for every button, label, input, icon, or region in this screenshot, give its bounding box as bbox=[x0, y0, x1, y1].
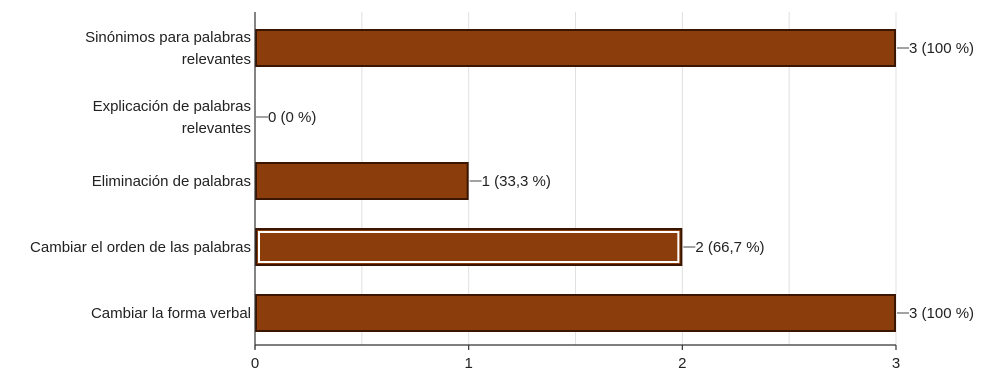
bar-fill bbox=[257, 296, 894, 330]
category-label: relevantes bbox=[182, 120, 251, 137]
bar-fill bbox=[257, 31, 894, 65]
category-label: Cambiar el orden de las palabras bbox=[30, 239, 251, 256]
x-tick-label: 1 bbox=[464, 355, 472, 372]
value-label: 0 (0 %) bbox=[268, 109, 316, 126]
bars-group bbox=[255, 29, 896, 332]
bar-fill bbox=[257, 230, 681, 264]
value-labels: 3 (100 %) 0 (0 %) 1 (33,3 %) 2 (66,7 %) 3 (1… bbox=[256, 40, 974, 322]
x-tick-label: 3 bbox=[892, 355, 900, 372]
x-axis-ticks: 0 1 2 3 bbox=[251, 345, 900, 372]
grid-lines bbox=[361, 12, 897, 345]
value-label: 1 (33,3 %) bbox=[482, 173, 551, 190]
bar-fill bbox=[257, 164, 467, 198]
category-label: Sinónimos para palabras bbox=[85, 29, 251, 46]
value-label: 3 (100 %) bbox=[909, 305, 974, 322]
bar-highlight bbox=[258, 231, 680, 263]
category-label: relevantes bbox=[182, 51, 251, 68]
category-labels: Sinónimos para palabras relevantes Explica… bbox=[30, 29, 251, 322]
x-tick-label: 2 bbox=[678, 355, 686, 372]
category-label: Explicación de palabras bbox=[93, 98, 251, 115]
value-label: 2 (66,7 %) bbox=[695, 239, 764, 256]
x-tick-label: 0 bbox=[251, 355, 259, 372]
value-label: 3 (100 %) bbox=[909, 40, 974, 57]
category-label: Eliminación de palabras bbox=[92, 173, 251, 190]
category-label: Cambiar la forma verbal bbox=[91, 305, 251, 322]
